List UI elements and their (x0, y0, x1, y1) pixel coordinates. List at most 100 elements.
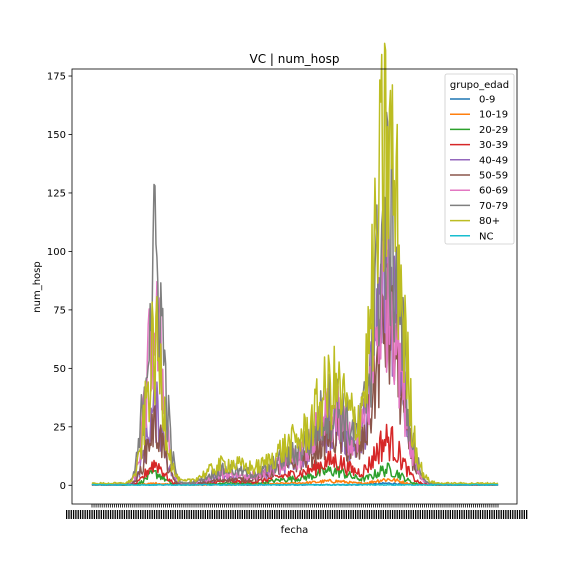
x-tick-label (213, 510, 216, 519)
x-tick-label (396, 510, 398, 519)
x-tick-label (223, 510, 225, 519)
x-tick-label (465, 510, 468, 519)
x-tick-label (371, 510, 373, 519)
x-tick-label (176, 510, 179, 519)
x-tick-label (389, 510, 391, 519)
x-tick-label (243, 510, 246, 519)
x-tick-label (220, 510, 223, 519)
x-tick-label (137, 510, 139, 519)
x-tick-label (84, 510, 86, 519)
x-tick-label (165, 510, 167, 519)
x-tick-label (410, 510, 412, 519)
x-tick-label (514, 510, 516, 519)
x-tick-label (156, 510, 158, 519)
x-tick-label (241, 510, 243, 519)
x-tick-label (70, 510, 72, 519)
x-tick-label (144, 510, 146, 519)
x-tick-label (89, 510, 91, 519)
x-tick-label (121, 510, 123, 519)
x-tick-label (350, 510, 352, 519)
x-tick-label (211, 510, 213, 519)
x-tick-label (301, 510, 304, 519)
x-tick-label (334, 510, 336, 519)
x-tick-label (200, 510, 202, 519)
x-tick-label (495, 510, 498, 519)
x-tick-label (329, 510, 331, 519)
x-tick-label (285, 510, 287, 519)
x-tick-label (419, 510, 421, 519)
y-tick-label: 25 (53, 422, 66, 433)
x-tick-label (250, 510, 253, 519)
y-tick-label: 0 (60, 481, 66, 492)
x-tick-label (311, 510, 313, 519)
x-tick-label (216, 510, 218, 519)
x-tick-label (100, 510, 102, 519)
x-tick-label (306, 510, 308, 519)
x-tick-label (519, 510, 521, 519)
x-tick-label (364, 510, 366, 519)
x-tick-label (86, 510, 89, 519)
x-tick-label (317, 510, 320, 519)
x-tick-label (484, 510, 486, 519)
y-tick-label: 50 (53, 364, 66, 375)
x-tick-label (438, 510, 440, 519)
x-tick-label (75, 510, 77, 519)
y-tick-label: 75 (53, 305, 66, 316)
x-tick-label (264, 510, 267, 519)
x-tick-label (93, 510, 96, 519)
legend-label-0-9: 0-9 (479, 95, 495, 106)
legend-label-20-29: 20-29 (479, 125, 508, 136)
x-tick-label (126, 510, 128, 519)
x-tick-label (491, 510, 493, 519)
x-tick-label (440, 510, 442, 519)
x-tick-label (163, 510, 165, 519)
x-tick-label (338, 510, 341, 519)
x-tick-label (227, 510, 230, 519)
x-tick-label (107, 510, 109, 519)
x-tick-label (308, 510, 311, 519)
x-tick-label (128, 510, 130, 519)
x-tick-label (112, 510, 114, 519)
y-axis: 0 25 50 75 100 125 150 175 (47, 72, 72, 492)
series-line-NC (91, 483, 499, 487)
x-tick-label (315, 510, 317, 519)
x-tick-label (426, 510, 428, 519)
x-tick-label (278, 510, 280, 519)
x-tick-label (401, 510, 403, 519)
x-tick-label (72, 510, 75, 519)
x-tick-label (447, 510, 449, 519)
x-tick-label (313, 510, 315, 519)
x-tick-label (424, 510, 426, 519)
x-tick-label (262, 510, 264, 519)
x-tick-label (433, 510, 435, 519)
x-tick-label (209, 510, 211, 519)
x-tick-label (343, 510, 345, 519)
x-tick-label (294, 510, 297, 519)
x-tick-label (463, 510, 465, 519)
x-tick-label (498, 510, 500, 519)
series-line-80+ (91, 42, 499, 485)
x-tick-label (102, 510, 105, 519)
x-tick-label (255, 510, 257, 519)
x-tick-label (378, 510, 380, 519)
x-tick-label (174, 510, 176, 519)
x-tick-label (186, 510, 188, 519)
x-tick-label (526, 510, 528, 519)
x-tick-label (207, 510, 209, 519)
legend-label-80+: 80+ (479, 216, 500, 227)
x-tick-label (287, 510, 290, 519)
x-tick-label (109, 510, 112, 519)
x-tick-label (239, 510, 241, 519)
x-tick-label (151, 510, 153, 519)
y-tick-label: 125 (47, 188, 66, 199)
legend-box (444, 73, 515, 245)
x-tick-label (105, 510, 107, 519)
x-tick-label (458, 510, 461, 519)
x-tick-label (449, 510, 452, 519)
x-tick-label (375, 510, 378, 519)
x-tick-label (489, 510, 491, 519)
x-tick-label (327, 510, 329, 519)
x-tick-label (398, 510, 401, 519)
x-tick-label (468, 510, 470, 519)
